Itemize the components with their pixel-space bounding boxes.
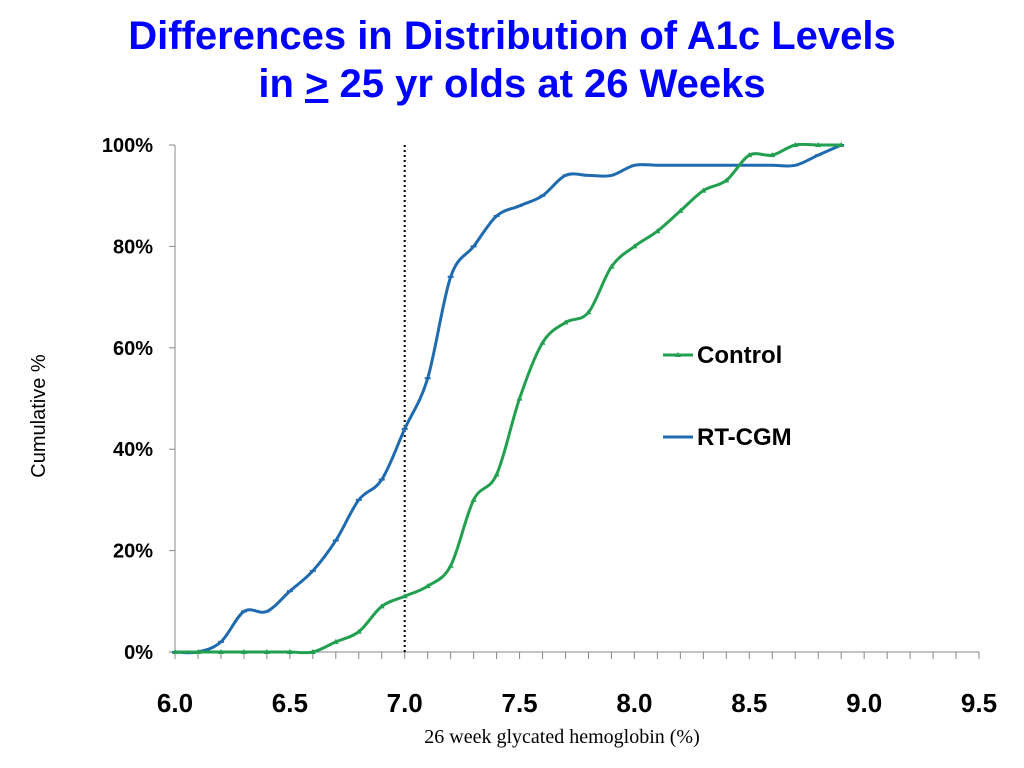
x-tick-label: 6.0 — [157, 688, 193, 718]
x-tick-label: 6.5 — [272, 688, 308, 718]
data-point-control — [815, 142, 822, 147]
data-point-control — [240, 649, 247, 654]
data-point-control — [539, 339, 546, 345]
data-point-control — [355, 628, 362, 634]
data-point-control — [608, 263, 615, 269]
data-point-control — [493, 471, 500, 477]
data-point-control — [631, 243, 638, 249]
legend: Control RT-CGM — [663, 342, 792, 451]
data-point-control — [309, 649, 316, 654]
data-point-control — [194, 649, 201, 654]
data-point-control — [585, 309, 592, 315]
data-point-control — [792, 142, 799, 147]
y-tick-label: 100% — [102, 135, 153, 157]
x-tick-label: 9.5 — [961, 688, 997, 718]
y-tick-label: 20% — [113, 541, 153, 563]
data-point-control — [424, 583, 431, 589]
title-line-2-rest: 25 yr olds at 26 Weeks — [328, 62, 766, 106]
x-tick-label: 7.0 — [387, 688, 423, 718]
data-point-control — [263, 649, 270, 654]
data-point-control — [401, 593, 408, 599]
title-line-2-prefix: in — [258, 62, 305, 106]
data-point-control — [447, 562, 454, 568]
x-tick-label: 8.5 — [731, 688, 767, 718]
chart-title: Differences in Distribution of A1c Level… — [0, 12, 1024, 108]
data-point-control — [470, 496, 477, 502]
data-point-control — [378, 603, 385, 609]
title-line-1: Differences in Distribution of A1c Level… — [128, 14, 896, 58]
series-line-control — [175, 142, 842, 655]
data-point-control — [286, 649, 293, 654]
series-group — [172, 142, 845, 655]
data-point-control — [723, 177, 730, 183]
data-point-control — [700, 187, 707, 193]
data-point-control — [677, 207, 684, 213]
y-tick-label: 80% — [113, 236, 153, 258]
y-axis-label: Cumulative % — [28, 354, 50, 478]
x-tick-label: 7.5 — [501, 688, 537, 718]
x-tick-label: 8.0 — [616, 688, 652, 718]
legend-label-control: Control — [697, 342, 782, 369]
legend-marker-control — [675, 352, 681, 357]
data-point-control — [838, 142, 845, 147]
data-point-control — [332, 638, 339, 644]
data-point-control — [516, 395, 523, 401]
title-symbol-ge: > — [305, 62, 329, 106]
data-point-control — [217, 649, 224, 654]
data-point-control — [654, 228, 661, 234]
axes-group: 0% 20% 40% 60% 80% 100% 6.0 6.5 7.0 7.5 8.0 8.5 9.0 9… — [102, 135, 997, 718]
y-tick-label: 60% — [113, 338, 153, 360]
title-line-2: in > 25 yr olds at 26 Weeks — [0, 60, 1024, 108]
legend-label-rt-cgm: RT-CGM — [697, 424, 792, 451]
series-line-rt-cgm — [174, 143, 842, 655]
x-tick-label: 9.0 — [846, 688, 882, 718]
y-tick-label: 40% — [113, 439, 153, 461]
y-tick-label: 0% — [124, 642, 153, 664]
data-point-control — [562, 319, 569, 325]
data-point-control — [746, 152, 753, 158]
data-point-control — [769, 152, 776, 158]
data-point-control — [172, 649, 178, 654]
x-axis-label: 26 week glycated hemoglobin (%) — [424, 726, 699, 748]
